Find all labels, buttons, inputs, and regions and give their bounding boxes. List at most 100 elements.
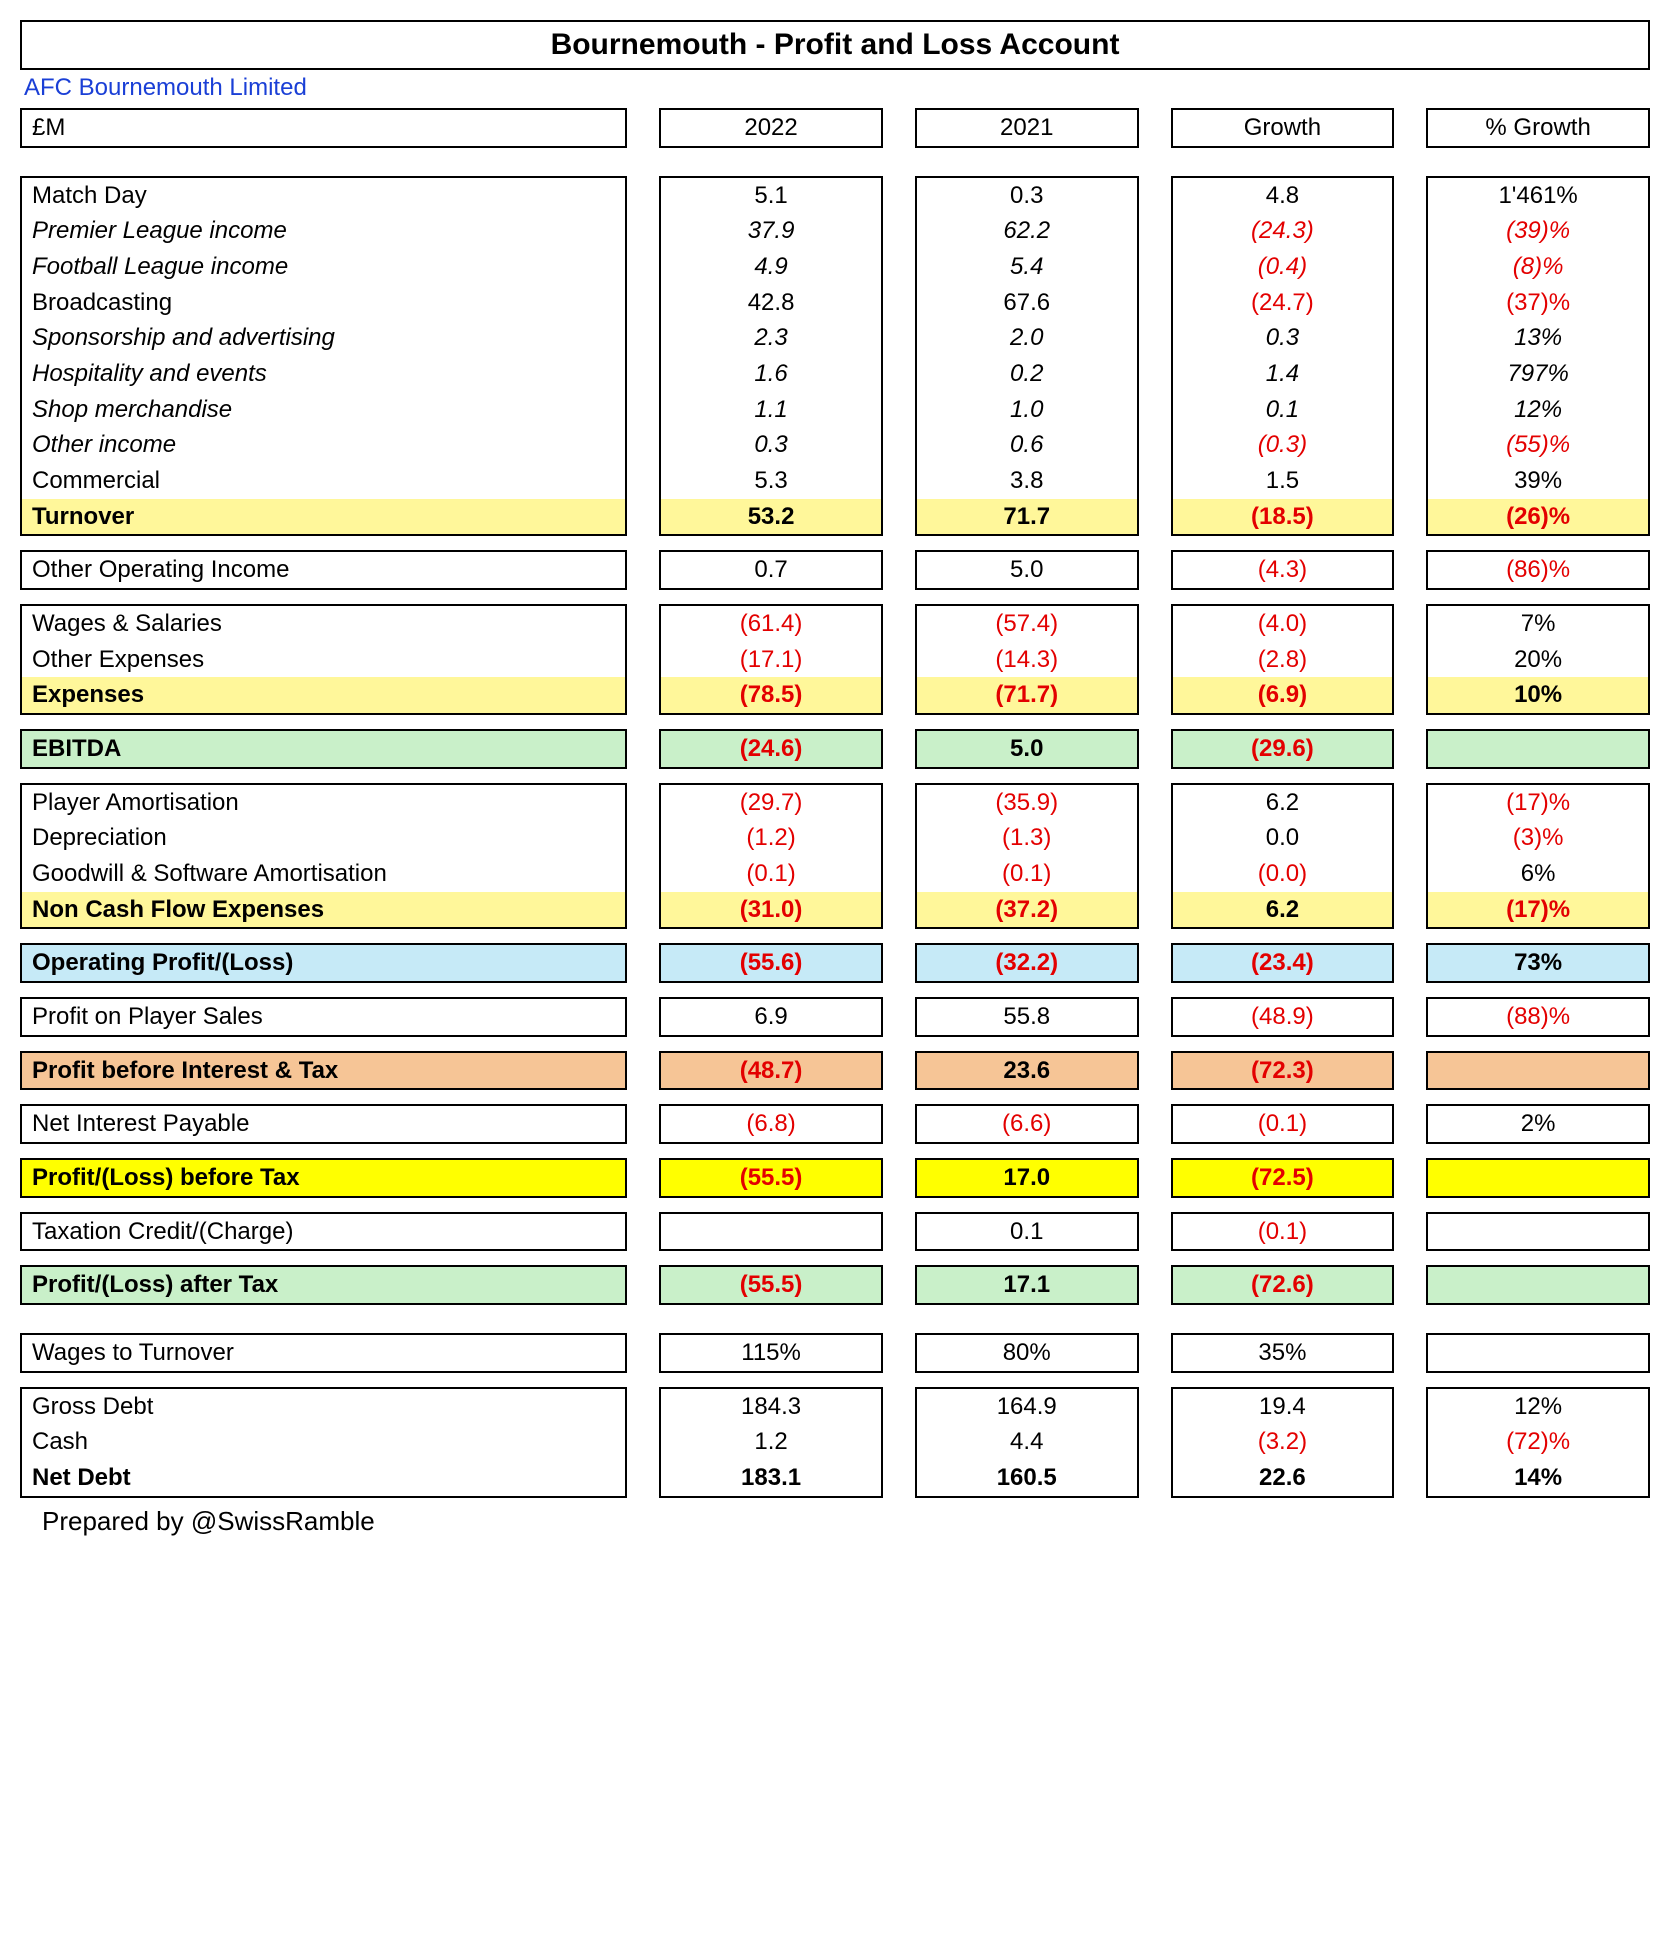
sponsor-growth: 0.3 <box>1171 320 1395 356</box>
netdebt-y1: 183.1 <box>659 1460 883 1498</box>
table-row: Turnover53.271.7(18.5)(26)% <box>20 499 1650 537</box>
pbt-growth: (72.5) <box>1171 1158 1395 1198</box>
pli-y1: 37.9 <box>659 213 883 249</box>
pbt-y1: (55.5) <box>659 1158 883 1198</box>
shop-y2: 1.0 <box>915 392 1139 428</box>
header-growth: Growth <box>1171 108 1395 148</box>
wages-y1: (61.4) <box>659 604 883 642</box>
fli-pct: (8)% <box>1426 249 1650 285</box>
fli-y1: 4.9 <box>659 249 883 285</box>
gwamort-growth: (0.0) <box>1171 856 1395 892</box>
ncfe-y1: (31.0) <box>659 892 883 930</box>
pat-y2: 17.1 <box>915 1265 1139 1305</box>
opprofit-pct: 73% <box>1426 943 1650 983</box>
ooi-pct: (86)% <box>1426 550 1650 590</box>
company-subtitle: AFC Bournemouth Limited <box>20 72 1650 108</box>
depr-growth: 0.0 <box>1171 820 1395 856</box>
table-row: Depreciation(1.2)(1.3)0.0(3)% <box>20 820 1650 856</box>
table-row: Net Debt183.1160.522.614% <box>20 1460 1650 1498</box>
table-row: Operating Profit/(Loss)(55.6)(32.2)(23.4… <box>20 943 1650 983</box>
table-row: Other income0.30.6(0.3)(55)% <box>20 427 1650 463</box>
pli-y2: 62.2 <box>915 213 1139 249</box>
opprofit-label: Operating Profit/(Loss) <box>20 943 627 983</box>
depr-y2: (1.3) <box>915 820 1139 856</box>
fli-growth: (0.4) <box>1171 249 1395 285</box>
footer-credit: Prepared by @SwissRamble <box>20 1498 1650 1537</box>
pli-pct: (39)% <box>1426 213 1650 249</box>
wtt-pct <box>1426 1333 1650 1373</box>
pbt-label: Profit/(Loss) before Tax <box>20 1158 627 1198</box>
pbit-pct <box>1426 1051 1650 1091</box>
pps-label: Profit on Player Sales <box>20 997 627 1037</box>
wtt-growth: 35% <box>1171 1333 1395 1373</box>
table-row: Cash1.24.4(3.2)(72)% <box>20 1424 1650 1460</box>
table-row: Gross Debt184.3164.919.412% <box>20 1387 1650 1425</box>
matchday-growth: 4.8 <box>1171 176 1395 214</box>
gdebt-y2: 164.9 <box>915 1387 1139 1425</box>
shop-label: Shop merchandise <box>20 392 627 428</box>
matchday-label: Match Day <box>20 176 627 214</box>
gwamort-pct: 6% <box>1426 856 1650 892</box>
depr-label: Depreciation <box>20 820 627 856</box>
pamort-y2: (35.9) <box>915 783 1139 821</box>
hosp-label: Hospitality and events <box>20 356 627 392</box>
header-unit: £M <box>20 108 627 148</box>
netdebt-y2: 160.5 <box>915 1460 1139 1498</box>
broadcast-y1: 42.8 <box>659 285 883 321</box>
oexp-y2: (14.3) <box>915 642 1139 678</box>
shop-pct: 12% <box>1426 392 1650 428</box>
gdebt-label: Gross Debt <box>20 1387 627 1425</box>
table-row: Taxation Credit/(Charge)0.1(0.1) <box>20 1212 1650 1252</box>
ncfe-pct: (17)% <box>1426 892 1650 930</box>
tax-y2: 0.1 <box>915 1212 1139 1252</box>
cash-label: Cash <box>20 1424 627 1460</box>
cash-growth: (3.2) <box>1171 1424 1395 1460</box>
expenses-y2: (71.7) <box>915 677 1139 715</box>
table-row: Premier League income37.962.2(24.3)(39)% <box>20 213 1650 249</box>
gwamort-y2: (0.1) <box>915 856 1139 892</box>
table-row: Football League income4.95.4(0.4)(8)% <box>20 249 1650 285</box>
pamort-y1: (29.7) <box>659 783 883 821</box>
pbt-y2: 17.0 <box>915 1158 1139 1198</box>
wtt-y2: 80% <box>915 1333 1139 1373</box>
expenses-label: Expenses <box>20 677 627 715</box>
matchday-pct: 1'461% <box>1426 176 1650 214</box>
netdebt-pct: 14% <box>1426 1460 1650 1498</box>
hosp-growth: 1.4 <box>1171 356 1395 392</box>
pat-label: Profit/(Loss) after Tax <box>20 1265 627 1305</box>
commercial-pct: 39% <box>1426 463 1650 499</box>
table-row: Hospitality and events1.60.21.4797% <box>20 356 1650 392</box>
netdebt-label: Net Debt <box>20 1460 627 1498</box>
pbit-label: Profit before Interest & Tax <box>20 1051 627 1091</box>
oexp-label: Other Expenses <box>20 642 627 678</box>
ooi-growth: (4.3) <box>1171 550 1395 590</box>
commercial-growth: 1.5 <box>1171 463 1395 499</box>
wages-label: Wages & Salaries <box>20 604 627 642</box>
table-row: Net Interest Payable(6.8)(6.6)(0.1)2% <box>20 1104 1650 1144</box>
nip-y2: (6.6) <box>915 1104 1139 1144</box>
table-row: Broadcasting42.867.6(24.7)(37)% <box>20 285 1650 321</box>
ncfe-y2: (37.2) <box>915 892 1139 930</box>
turnover-pct: (26)% <box>1426 499 1650 537</box>
pamort-growth: 6.2 <box>1171 783 1395 821</box>
table-row: EBITDA(24.6)5.0(29.6) <box>20 729 1650 769</box>
table-row: Match Day5.10.34.81'461% <box>20 176 1650 214</box>
pbt-pct <box>1426 1158 1650 1198</box>
nip-y1: (6.8) <box>659 1104 883 1144</box>
ooi-y2: 5.0 <box>915 550 1139 590</box>
ooi-y1: 0.7 <box>659 550 883 590</box>
expenses-pct: 10% <box>1426 677 1650 715</box>
matchday-y1: 5.1 <box>659 176 883 214</box>
wtt-label: Wages to Turnover <box>20 1333 627 1373</box>
hosp-y2: 0.2 <box>915 356 1139 392</box>
opprofit-growth: (23.4) <box>1171 943 1395 983</box>
gdebt-y1: 184.3 <box>659 1387 883 1425</box>
turnover-label: Turnover <box>20 499 627 537</box>
table-row: Wages & Salaries(61.4)(57.4)(4.0)7% <box>20 604 1650 642</box>
pamort-label: Player Amortisation <box>20 783 627 821</box>
table-row: Sponsorship and advertising2.32.00.313% <box>20 320 1650 356</box>
turnover-y1: 53.2 <box>659 499 883 537</box>
ebitda-growth: (29.6) <box>1171 729 1395 769</box>
ncfe-label: Non Cash Flow Expenses <box>20 892 627 930</box>
wages-y2: (57.4) <box>915 604 1139 642</box>
